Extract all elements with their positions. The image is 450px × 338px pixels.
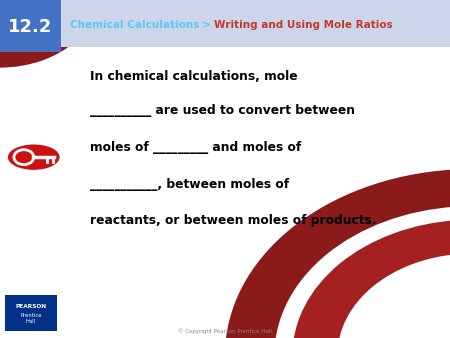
Text: Hall: Hall bbox=[26, 319, 36, 324]
Text: reactants, or between moles of products.: reactants, or between moles of products. bbox=[90, 214, 377, 227]
Text: © Copyright Pearson Prentice Hall: © Copyright Pearson Prentice Hall bbox=[178, 329, 272, 334]
Text: 12.2: 12.2 bbox=[9, 18, 53, 36]
Wedge shape bbox=[338, 254, 450, 338]
Text: Slide
1 of 41: Slide 1 of 41 bbox=[405, 303, 434, 322]
Text: moles of _________ and moles of: moles of _________ and moles of bbox=[90, 141, 301, 154]
Circle shape bbox=[18, 153, 29, 161]
Text: Prentice: Prentice bbox=[20, 313, 42, 317]
Text: Chemical Calculations: Chemical Calculations bbox=[70, 20, 199, 30]
Wedge shape bbox=[0, 0, 99, 68]
Text: __________ are used to convert between: __________ are used to convert between bbox=[90, 104, 355, 117]
Wedge shape bbox=[292, 220, 450, 338]
Wedge shape bbox=[225, 170, 450, 338]
Ellipse shape bbox=[8, 145, 59, 170]
Text: >: > bbox=[202, 20, 210, 30]
FancyBboxPatch shape bbox=[0, 0, 61, 52]
FancyBboxPatch shape bbox=[5, 295, 57, 331]
Wedge shape bbox=[274, 207, 450, 338]
FancyBboxPatch shape bbox=[0, 0, 450, 47]
Text: In chemical calculations, mole: In chemical calculations, mole bbox=[90, 70, 297, 82]
Text: PEARSON: PEARSON bbox=[15, 304, 47, 309]
Text: ___________, between moles of: ___________, between moles of bbox=[90, 178, 289, 191]
Text: Writing and Using Mole Ratios: Writing and Using Mole Ratios bbox=[214, 20, 392, 30]
